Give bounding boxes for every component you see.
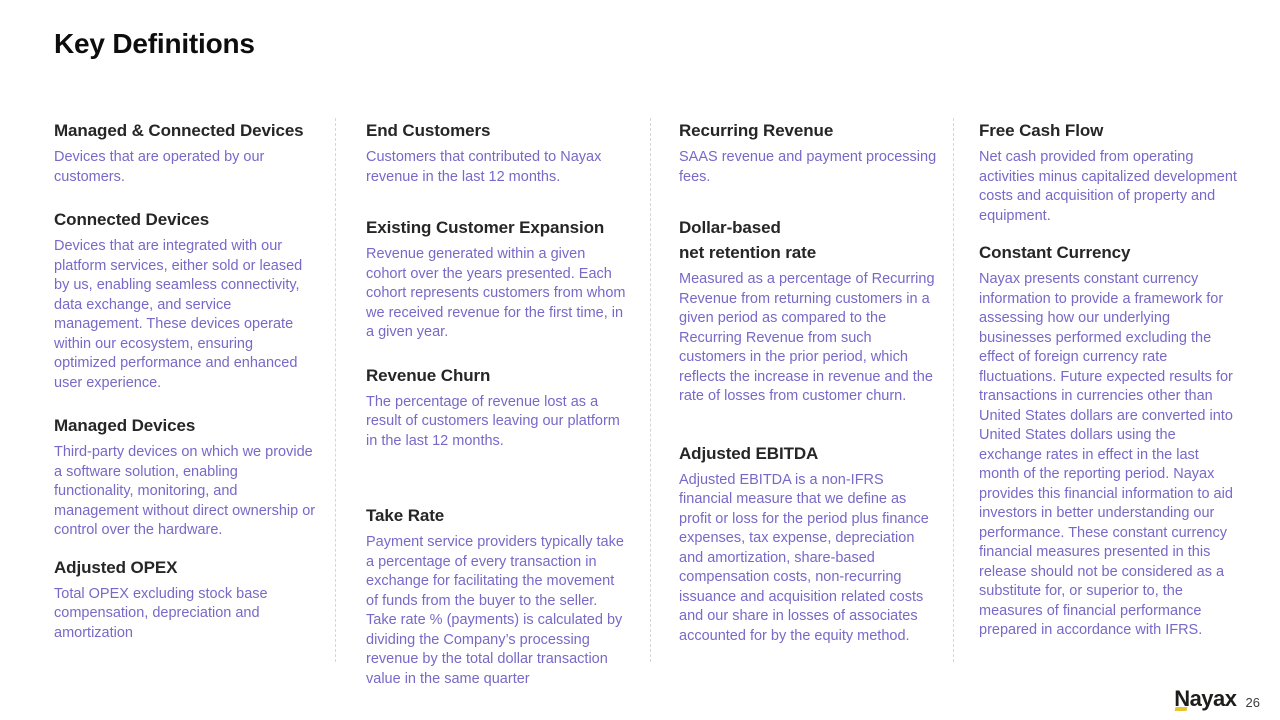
definition-take-rate: Take Rate Payment service providers typi… xyxy=(366,503,628,689)
definition-term: End Customers xyxy=(366,121,491,140)
definitions-column-2: End Customers Customers that contributed… xyxy=(335,118,650,687)
definitions-columns: Managed & Connected Devices Devices that… xyxy=(54,118,1240,687)
definition-term: Revenue Churn xyxy=(366,365,491,385)
definition-term: Recurring Revenue xyxy=(679,121,834,140)
definition-text: The percentage of revenue lost as a resu… xyxy=(366,393,620,449)
definition-text: Payment service providers typically take… xyxy=(366,534,624,687)
definition-adjusted-ebitda: Adjusted EBITDA Adjusted EBITDA is a non… xyxy=(679,441,939,647)
definition-text: Total OPEX excluding stock base compensa… xyxy=(54,585,268,641)
definitions-column-1: Managed & Connected Devices Devices that… xyxy=(54,118,335,662)
page-number: 26 xyxy=(1245,695,1260,710)
definition-text: Measured as a percentage of Recurring Re… xyxy=(679,271,935,404)
definition-term: Dollar-based net retention rate xyxy=(679,218,817,262)
nayax-logo: Nayax xyxy=(1174,686,1237,711)
page-title: Key Definitions xyxy=(54,28,255,59)
definition-text: Devices that are integrated with our pla… xyxy=(54,238,303,391)
definition-managed-connected-devices: Managed & Connected Devices Devices that… xyxy=(54,118,319,187)
definition-text: Revenue generated within a given cohort … xyxy=(366,246,626,340)
definition-dollar-based-net-retention-rate: Dollar-based net retention rate Measured… xyxy=(679,215,939,407)
slide-footer: Nayax 26 xyxy=(1174,688,1260,712)
definition-recurring-revenue: Recurring Revenue SAAS revenue and payme… xyxy=(679,118,939,187)
definition-text: Net cash provided from operating activit… xyxy=(979,149,1237,224)
definition-text: Third-party devices on which we provide … xyxy=(54,444,316,538)
definition-text: Customers that contributed to Nayax reve… xyxy=(366,149,602,185)
definition-managed-devices: Managed Devices Third-party devices on w… xyxy=(54,413,319,541)
definition-existing-customer-expansion: Existing Customer Expansion Revenue gene… xyxy=(366,215,628,343)
definitions-column-4: Free Cash Flow Net cash provided from op… xyxy=(953,118,1240,662)
definition-connected-devices: Connected Devices Devices that are integ… xyxy=(54,207,319,393)
definition-term: Take Rate xyxy=(366,506,445,525)
definition-term: Managed & Connected Devices xyxy=(54,121,304,140)
definitions-column-3: Recurring Revenue SAAS revenue and payme… xyxy=(650,118,953,662)
definition-text: Nayax presents constant currency informa… xyxy=(979,271,1233,638)
definition-term: Existing Customer Expansion xyxy=(366,218,605,237)
definition-term: Free Cash Flow xyxy=(979,121,1104,140)
definition-adjusted-opex: Adjusted OPEX Total OPEX excluding stock… xyxy=(54,555,319,644)
definition-term: Constant Currency xyxy=(979,243,1131,262)
definition-term: Connected Devices xyxy=(54,210,210,229)
definition-text: Adjusted EBITDA is a non-IFRS financial … xyxy=(679,471,929,644)
definition-term: Adjusted EBITDA xyxy=(679,443,819,463)
definition-free-cash-flow: Free Cash Flow Net cash provided from op… xyxy=(979,118,1240,226)
definition-constant-currency: Constant Currency Nayax presents constan… xyxy=(979,240,1240,641)
definition-revenue-churn: Revenue Churn The percentage of revenue … xyxy=(366,363,628,452)
definition-term: Adjusted OPEX xyxy=(54,557,178,577)
definition-text: SAAS revenue and payment processing fees… xyxy=(679,149,937,185)
definition-end-customers: End Customers Customers that contributed… xyxy=(366,118,628,187)
definition-term: Managed Devices xyxy=(54,416,196,435)
definition-text: Devices that are operated by our custome… xyxy=(54,149,265,185)
